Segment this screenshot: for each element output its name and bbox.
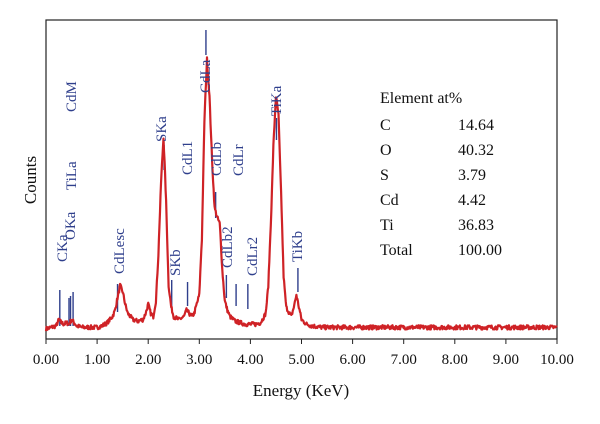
eds-spectrum-chart: CKaOKaTiLaCdMCdLescSKaSKbCdL1CdLaCdLbCdL… (0, 0, 600, 424)
x-tick-label: 7.00 (391, 352, 417, 368)
peak-label: CdLesc (112, 228, 128, 274)
table-element-cell: O (380, 142, 392, 159)
table-value-cell: 3.79 (458, 167, 486, 184)
peak-label: TiKb (290, 231, 306, 262)
peak-label: CdLb (209, 142, 225, 176)
x-tick-label: 9.00 (493, 352, 519, 368)
x-tick-label: 1.00 (84, 352, 110, 368)
composition-table: Element at% C 14.64 O 40.32 S 3.79 Cd 4.42 Ti 36.… (380, 90, 502, 259)
peak-label: CdLr2 (245, 237, 261, 276)
y-axis-title: Counts (21, 156, 40, 204)
x-tick-label: 4.00 (237, 352, 263, 368)
peak-label: TiLa (64, 161, 80, 190)
x-tick-label: 6.00 (339, 352, 365, 368)
composition-table-header: Element at% (380, 90, 462, 107)
table-value-cell: 4.42 (458, 192, 486, 209)
x-tick-label: 3.00 (186, 352, 212, 368)
peak-label: SKa (154, 116, 170, 142)
peak-labels: CKaOKaTiLaCdMCdLescSKaSKbCdL1CdLaCdLbCdL… (55, 59, 306, 276)
table-value-cell: 14.64 (458, 117, 494, 134)
peak-label: OKa (63, 211, 79, 240)
x-tick-label: 8.00 (442, 352, 468, 368)
x-tick-label: 5.00 (288, 352, 314, 368)
peak-marker-lines (60, 30, 298, 326)
table-element-cell: Cd (380, 192, 399, 209)
x-tick-label: 10.00 (540, 352, 574, 368)
table-element-cell: Total (380, 242, 413, 259)
table-value-cell: 40.32 (458, 142, 494, 159)
x-tick-label: 2.00 (135, 352, 161, 368)
table-element-cell: S (380, 167, 389, 184)
peak-label: TiKa (269, 85, 285, 116)
peak-label: CdLb2 (220, 226, 236, 268)
x-tick-label: 0.00 (33, 352, 59, 368)
peak-label: SKb (168, 249, 184, 276)
table-element-cell: Ti (380, 217, 394, 234)
table-value-cell: 36.83 (458, 217, 494, 234)
peak-label: CdLr (231, 144, 247, 176)
table-value-cell: 100.00 (458, 242, 502, 259)
peak-label: CdLa (198, 59, 214, 93)
table-element-cell: C (380, 117, 391, 134)
x-axis-ticks: 0.00 1.00 2.00 3.00 4.00 5.00 6.00 7.00 8.00 9.00… (33, 339, 574, 368)
peak-label: CdL1 (180, 141, 196, 175)
x-axis-title: Energy (KeV) (253, 381, 349, 400)
peak-label: CdM (64, 81, 80, 112)
